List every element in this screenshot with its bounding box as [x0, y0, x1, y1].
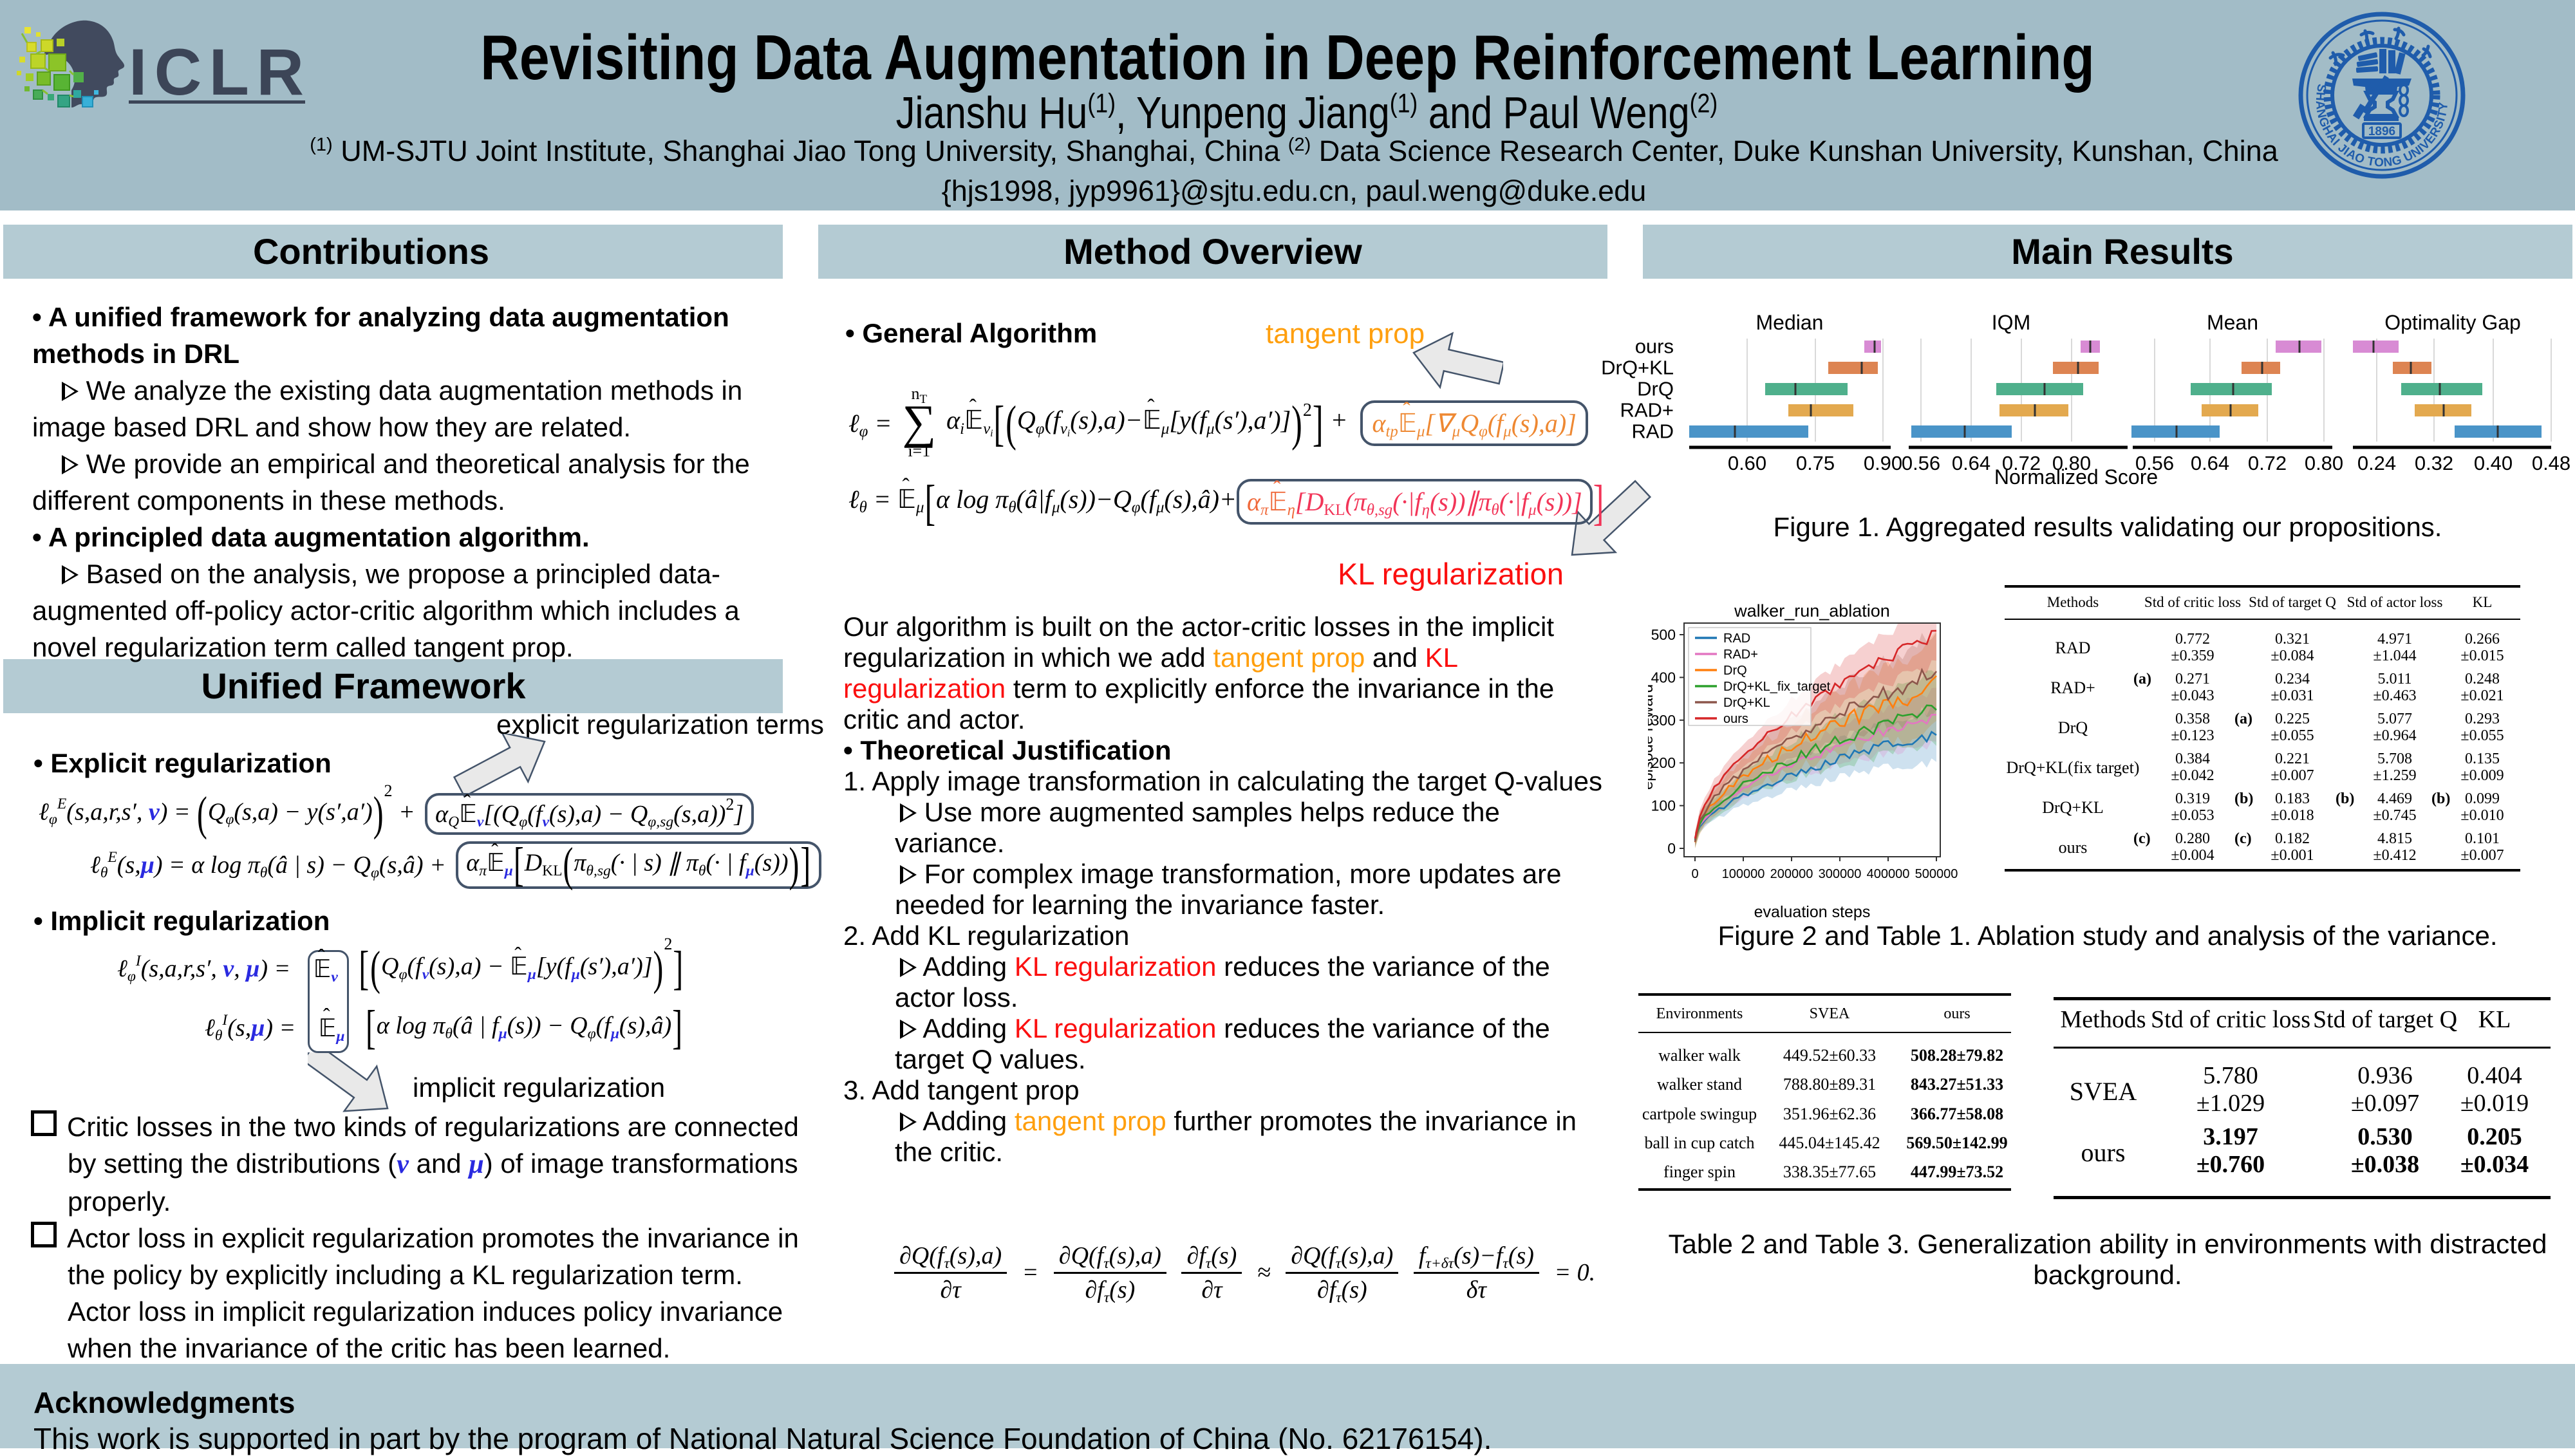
svg-text:0.40: 0.40 [2474, 452, 2513, 474]
svg-text:Normalized Score: Normalized Score [1994, 465, 2158, 489]
svg-text:ours: ours [1635, 335, 1674, 358]
svg-text:RAD: RAD [1723, 631, 1750, 646]
svg-text:DrQ+KL: DrQ+KL [1723, 696, 1770, 710]
svg-text:0.72: 0.72 [2248, 452, 2287, 474]
svg-text:ICLR: ICLR [129, 35, 304, 109]
svg-text:RAD+: RAD+ [1620, 399, 1674, 422]
svg-text:200000: 200000 [1770, 867, 1813, 881]
svg-text:0.24: 0.24 [2357, 452, 2396, 474]
svg-text:IQM: IQM [1992, 311, 2030, 334]
svg-text:400: 400 [1651, 669, 1676, 686]
svg-text:0.32: 0.32 [2415, 452, 2453, 474]
svg-text:0: 0 [1667, 840, 1676, 857]
svg-text:evaluation steps: evaluation steps [1754, 903, 1871, 921]
svg-text:400000: 400000 [1867, 867, 1910, 881]
svg-text:0: 0 [1691, 867, 1698, 881]
svg-text:Median: Median [1756, 311, 1824, 334]
svg-text:DrQ+KL: DrQ+KL [1601, 357, 1674, 379]
svg-text:walker_run_ablation: walker_run_ablation [1734, 601, 1890, 621]
svg-text:0.75: 0.75 [1796, 452, 1835, 474]
svg-text:0.64: 0.64 [1952, 452, 1990, 474]
svg-text:0.80: 0.80 [2305, 452, 2343, 474]
svg-text:0.72: 0.72 [2002, 452, 2041, 474]
svg-text:100000: 100000 [1722, 867, 1765, 881]
svg-text:0.60: 0.60 [1728, 452, 1766, 474]
svg-text:0.80: 0.80 [2052, 452, 2091, 474]
svg-text:ours: ours [1723, 712, 1748, 726]
svg-text:episode reward: episode reward [1648, 684, 1656, 790]
svg-text:DrQ: DrQ [1637, 378, 1674, 400]
svg-text:500000: 500000 [1915, 867, 1958, 881]
svg-text:100: 100 [1651, 798, 1676, 814]
svg-text:1896: 1896 [2368, 125, 2395, 138]
svg-text:Optimality Gap: Optimality Gap [2384, 311, 2521, 334]
svg-text:DrQ+KL_fix_target: DrQ+KL_fix_target [1723, 680, 1831, 694]
svg-text:200: 200 [1651, 754, 1676, 771]
svg-text:0.64: 0.64 [2191, 452, 2229, 474]
svg-text:0.56: 0.56 [1902, 452, 1940, 474]
svg-text:0.48: 0.48 [2532, 452, 2570, 474]
svg-text:300: 300 [1651, 712, 1676, 729]
svg-text:0.90: 0.90 [1864, 452, 1902, 474]
svg-text:0.56: 0.56 [2135, 452, 2174, 474]
svg-text:500: 500 [1651, 626, 1676, 643]
svg-text:DrQ: DrQ [1723, 664, 1747, 678]
svg-text:RAD: RAD [1632, 420, 1674, 443]
svg-text:Mean: Mean [2207, 311, 2258, 334]
svg-text:300000: 300000 [1819, 867, 1862, 881]
svg-text:RAD+: RAD+ [1723, 648, 1758, 662]
